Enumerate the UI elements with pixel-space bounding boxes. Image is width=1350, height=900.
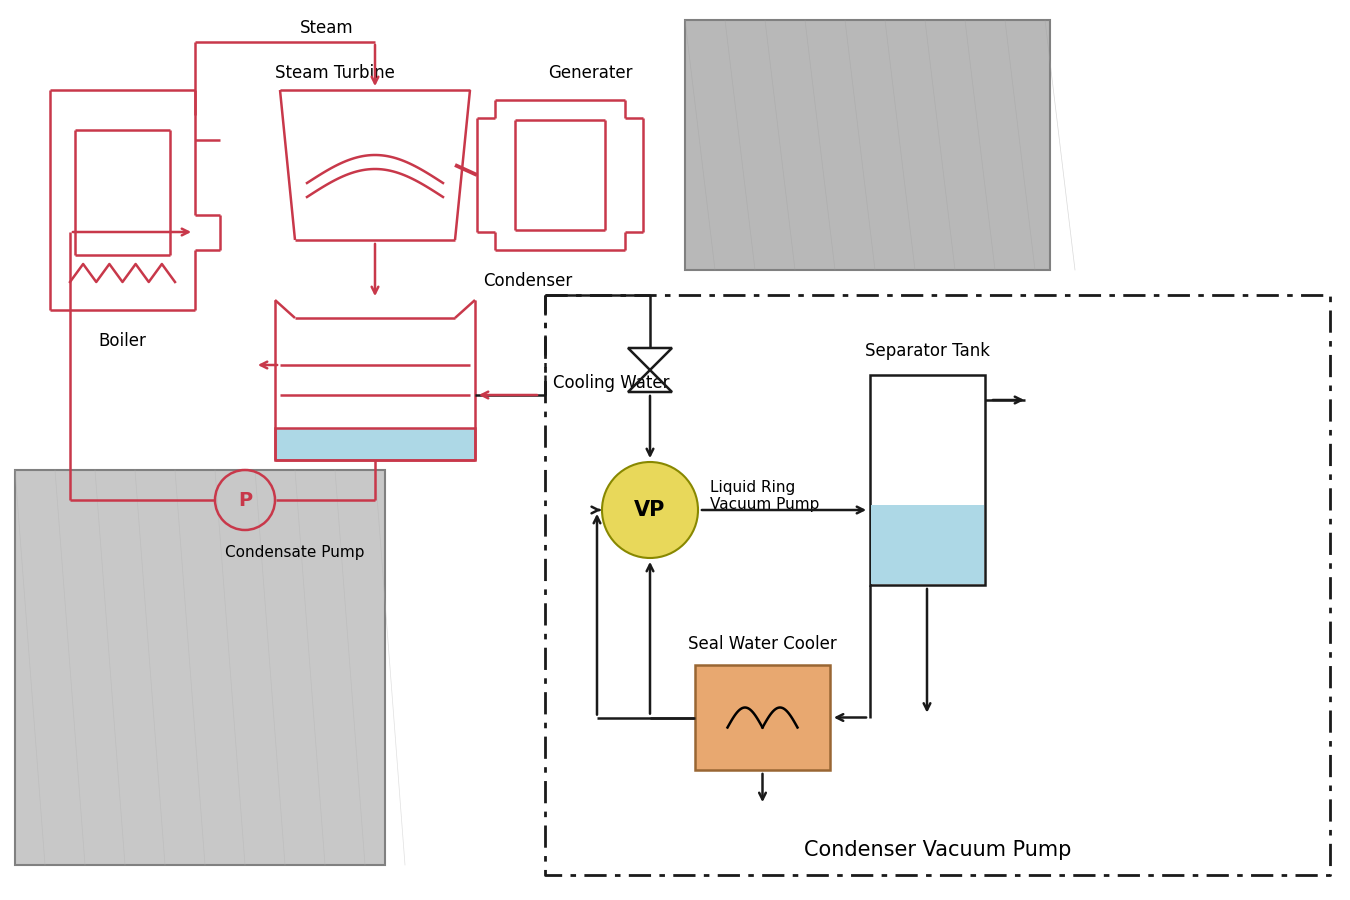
Text: Steam Turbine: Steam Turbine xyxy=(275,64,394,82)
Bar xyxy=(15,470,385,865)
Bar xyxy=(684,20,1050,270)
Text: Cooling Water: Cooling Water xyxy=(554,374,670,392)
Text: Generater: Generater xyxy=(548,64,632,82)
Text: VP: VP xyxy=(634,500,666,520)
Text: Liquid Ring
Vacuum Pump: Liquid Ring Vacuum Pump xyxy=(710,480,819,512)
Bar xyxy=(871,505,984,584)
Bar xyxy=(869,375,985,585)
Bar xyxy=(695,665,830,770)
Text: Steam: Steam xyxy=(300,19,354,37)
Text: Separator Tank: Separator Tank xyxy=(865,342,990,360)
Text: Condenser Vacuum Pump: Condenser Vacuum Pump xyxy=(803,840,1071,860)
Text: P: P xyxy=(238,491,252,509)
Text: Condensate Pump: Condensate Pump xyxy=(225,545,364,560)
Text: Seal Water Cooler: Seal Water Cooler xyxy=(688,635,837,653)
Text: Boiler: Boiler xyxy=(99,332,146,350)
Bar xyxy=(275,428,475,460)
Circle shape xyxy=(602,462,698,558)
Text: Condenser: Condenser xyxy=(483,272,572,290)
